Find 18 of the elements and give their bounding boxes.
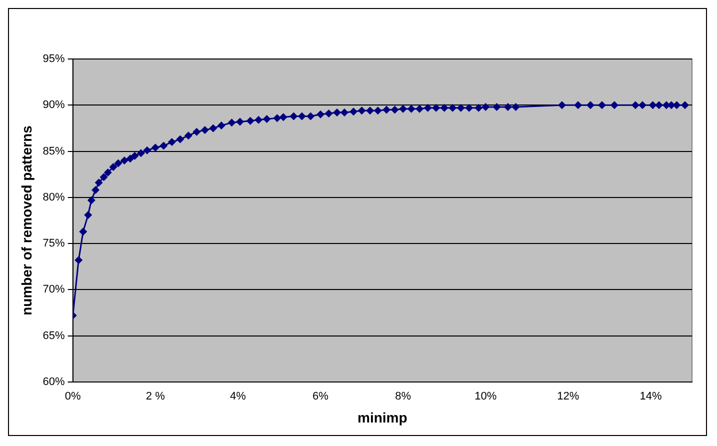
x-tick-label: 14% <box>640 390 662 403</box>
x-tick-label: 2 % <box>146 390 166 403</box>
y-tick-label: 95% <box>42 53 66 66</box>
y-tick-label: 90% <box>42 99 66 112</box>
x-tick-label: 0% <box>64 390 81 403</box>
x-tick-label: 4% <box>230 390 246 403</box>
x-tick-label: 10% <box>474 390 497 403</box>
y-tick-label: 70% <box>42 284 66 296</box>
x-axis-title: minimp <box>358 409 408 426</box>
y-axis-title: number of removed patterns <box>18 125 34 316</box>
y-tick-label: 85% <box>42 145 66 158</box>
y-tick-label: 65% <box>42 330 66 342</box>
x-tick-label: 6% <box>312 390 329 403</box>
y-tick-label: 60% <box>42 376 66 388</box>
x-tick-label: 8% <box>395 390 412 403</box>
x-tick-label: 12% <box>557 390 580 403</box>
y-tick-label: 80% <box>42 191 66 204</box>
y-tick-label: 75% <box>42 238 66 250</box>
